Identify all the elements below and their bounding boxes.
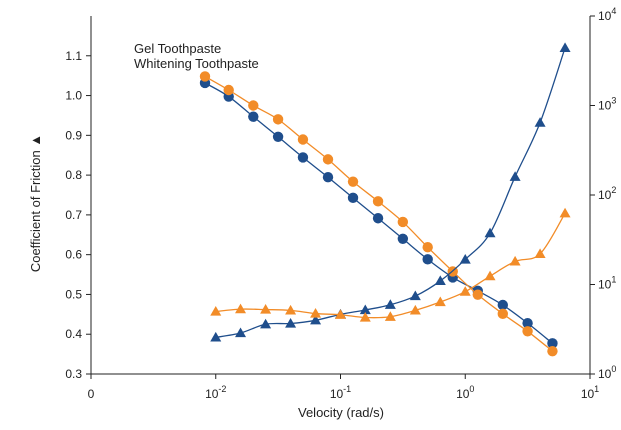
y2-tick-label: 102 bbox=[598, 185, 616, 202]
x-tick-label: 10-2 bbox=[205, 384, 226, 401]
data-point bbox=[297, 134, 309, 145]
data-point bbox=[547, 338, 558, 349]
data-point bbox=[359, 312, 371, 322]
data-point bbox=[372, 213, 384, 224]
data-point bbox=[534, 248, 546, 258]
y-tick-label: 0.7 bbox=[65, 208, 82, 222]
data-point bbox=[223, 84, 234, 96]
data-point bbox=[235, 303, 247, 314]
data-point bbox=[509, 171, 521, 181]
data-point bbox=[484, 270, 496, 281]
y-tick-label: 0.6 bbox=[65, 248, 82, 262]
y-tick-label: 0.4 bbox=[65, 327, 82, 341]
data-point bbox=[497, 299, 509, 311]
data-point bbox=[522, 326, 533, 337]
data-point bbox=[248, 111, 259, 122]
series-1 bbox=[199, 71, 558, 357]
y-tick-label: 1.1 bbox=[65, 49, 82, 63]
data-point bbox=[434, 296, 446, 307]
data-point bbox=[272, 114, 284, 125]
data-point bbox=[210, 306, 222, 316]
data-point bbox=[322, 172, 334, 183]
data-point bbox=[372, 196, 384, 207]
series-3 bbox=[210, 207, 571, 322]
data-point bbox=[522, 317, 533, 329]
y-axis-label: Coefficient of Friction ▲ bbox=[28, 134, 43, 272]
series-line bbox=[215, 47, 566, 339]
data-point bbox=[397, 233, 409, 245]
data-point bbox=[210, 331, 222, 342]
data-point bbox=[472, 289, 483, 300]
data-point bbox=[335, 309, 346, 319]
x-tick-label: 0 bbox=[88, 387, 95, 401]
y2-tick-label: 101 bbox=[598, 275, 616, 292]
legend-entry-whitening: Whitening Toothpaste bbox=[134, 56, 259, 71]
data-point bbox=[559, 42, 571, 52]
y-tick-label: 0.9 bbox=[65, 128, 82, 142]
legend-entry-gel: Gel Toothpaste bbox=[134, 41, 221, 56]
data-point bbox=[409, 290, 421, 301]
data-point bbox=[459, 253, 471, 264]
y2-tick-label: 100 bbox=[598, 364, 616, 381]
y2-tick-label: 103 bbox=[598, 96, 616, 113]
x-tick-label: 100 bbox=[456, 384, 474, 401]
data-point bbox=[384, 311, 396, 321]
data-point bbox=[422, 242, 433, 253]
data-point bbox=[534, 117, 546, 127]
data-point bbox=[359, 304, 371, 315]
x-axis-label: Velocity (rad/s) bbox=[298, 405, 384, 420]
data-point bbox=[260, 318, 272, 329]
y-tick-label: 0.5 bbox=[65, 287, 82, 301]
y-tick-label: 0.3 bbox=[65, 367, 82, 381]
data-point bbox=[347, 192, 359, 204]
legend: Gel Toothpaste Whitening Toothpaste bbox=[134, 41, 259, 71]
y2-tick-label: 104 bbox=[598, 6, 616, 23]
data-point bbox=[310, 314, 322, 325]
x-tick-label: 101 bbox=[581, 384, 599, 401]
data-point bbox=[409, 304, 421, 315]
data-point bbox=[285, 304, 297, 315]
y-tick-label: 0.8 bbox=[65, 168, 82, 182]
data-point bbox=[310, 308, 322, 318]
series-0 bbox=[199, 77, 558, 349]
data-point bbox=[459, 286, 471, 296]
data-point bbox=[434, 275, 446, 286]
series-2 bbox=[210, 42, 571, 342]
data-point bbox=[497, 308, 509, 320]
data-point bbox=[484, 227, 496, 238]
data-point bbox=[509, 255, 521, 266]
data-point bbox=[397, 216, 409, 228]
data-point bbox=[297, 152, 309, 163]
data-point bbox=[248, 100, 259, 111]
data-point bbox=[559, 207, 571, 218]
data-point bbox=[322, 154, 334, 165]
data-point bbox=[272, 131, 284, 142]
x-tick-label: 10-1 bbox=[330, 384, 351, 401]
data-point bbox=[199, 71, 211, 82]
data-point bbox=[422, 254, 433, 265]
data-point bbox=[347, 176, 359, 187]
axes: 0 10-2 10-1 100 101 0.3 0.4 0.5 0.6 0.7 0.8 0.9 1.0 1… bbox=[65, 6, 616, 401]
series-layer bbox=[199, 42, 571, 357]
data-point bbox=[235, 327, 247, 338]
y-tick-label: 1.0 bbox=[65, 89, 82, 103]
data-point bbox=[384, 299, 396, 309]
data-point bbox=[547, 345, 558, 357]
data-point bbox=[260, 304, 272, 314]
data-point bbox=[285, 317, 297, 328]
